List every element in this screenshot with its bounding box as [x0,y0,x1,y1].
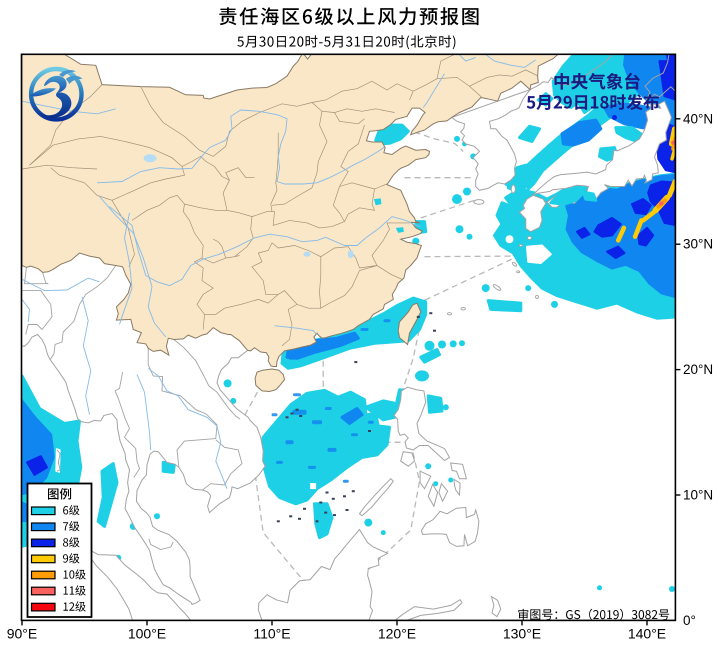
svg-text:130°E: 130°E [503,626,541,642]
svg-text:20°N: 20°N [683,362,713,377]
svg-text:110°E: 110°E [253,626,290,642]
svg-text:90°E: 90°E [7,626,38,642]
svg-text:40°N: 40°N [683,111,713,126]
svg-text:0°: 0° [683,613,696,628]
svg-text:100°E: 100°E [128,626,166,642]
svg-text:30°N: 30°N [683,237,713,252]
svg-text:10°N: 10°N [683,488,713,503]
svg-text:120°E: 120°E [378,626,416,642]
svg-text:140°E: 140°E [628,626,666,642]
